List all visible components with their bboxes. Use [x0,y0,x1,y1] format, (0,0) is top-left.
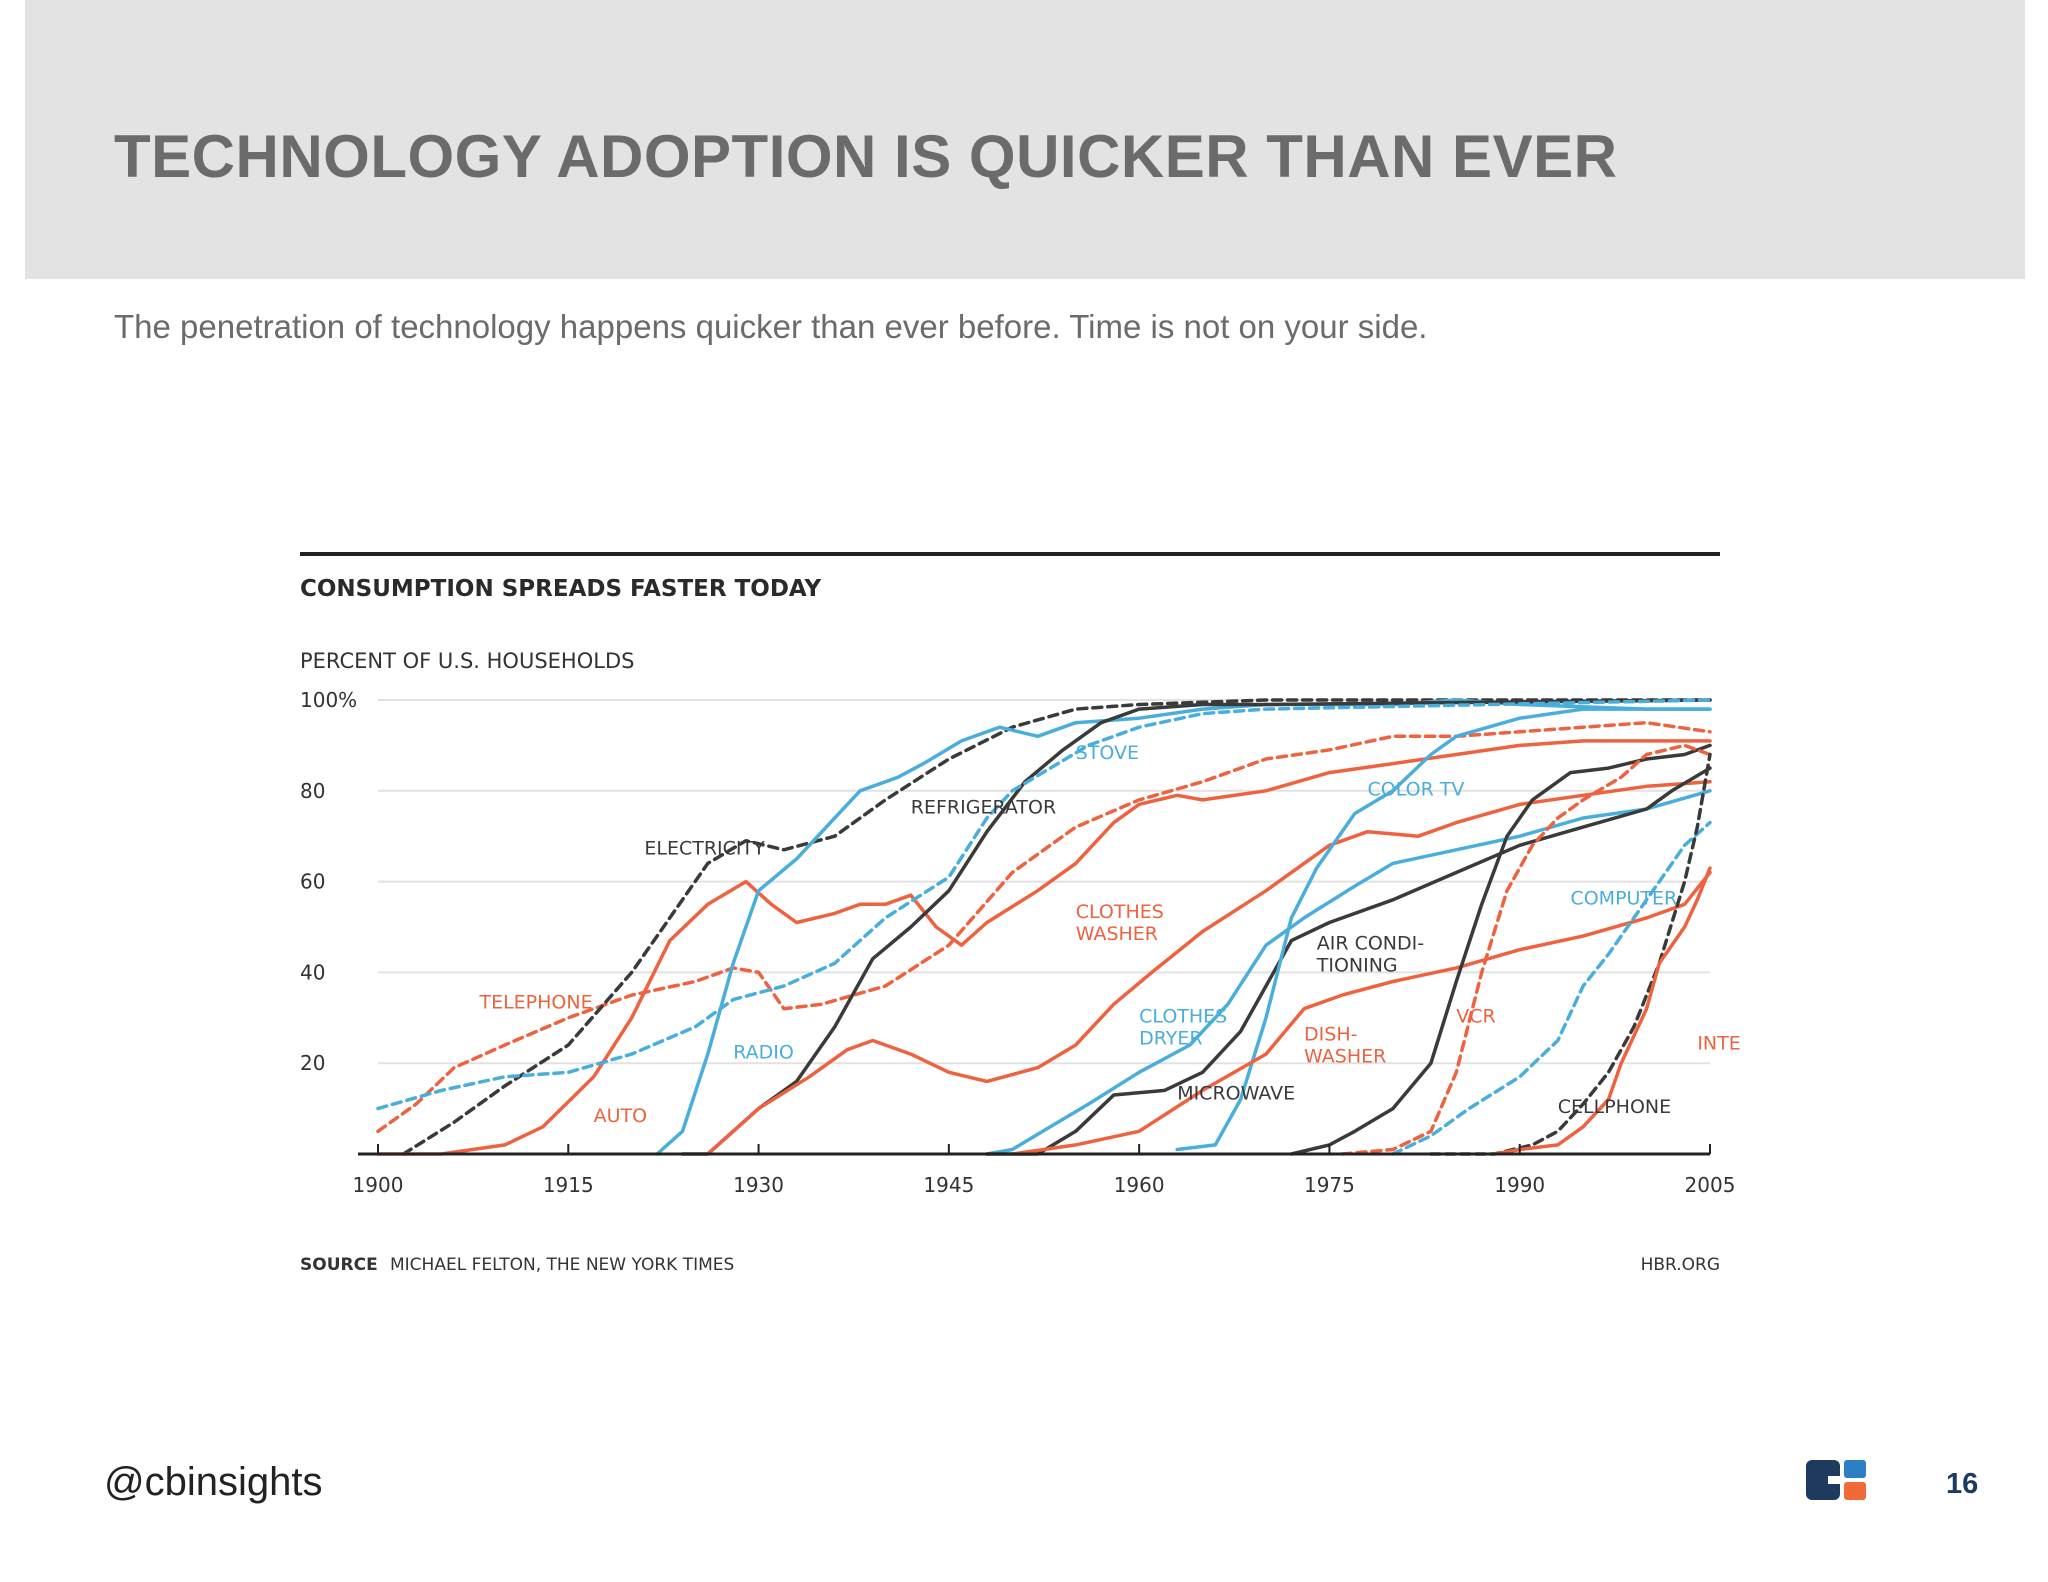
header-band [25,0,2025,279]
series-label-electricity: ELECTRICITY [644,837,765,859]
series-line-vcr [1340,743,1712,1156]
y-tick-label-20: 20 [300,1051,325,1075]
footer-handle: @cbinsights [104,1460,323,1504]
series-label-clothes-washer: CLOTHES WASHER [1076,901,1164,945]
x-tick-label-1915: 1915 [543,1173,594,1197]
series-label-internet: INTERNET [1697,1033,1740,1055]
series-label-auto: AUTO [594,1105,647,1127]
series-line-electricity [401,698,1712,1156]
x-tick-label-1960: 1960 [1114,1173,1165,1197]
cb-insights-logo-icon [1806,1460,1866,1500]
series-label-stove: STOVE [1076,742,1139,764]
page-number: 16 [1946,1468,1979,1500]
series-line-computer [1391,820,1712,1156]
series-line-air-condi-tioning [985,766,1712,1156]
series-label-vcr: VCR [1456,1005,1495,1027]
series-label-layer: TELEPHONE ELECTRICITY AUTO RADIO REFRIGERATO… [478,742,1740,1127]
series-label-clothes-dryer: CLOTHES DRYER [1139,1005,1227,1049]
series-line-internet [1492,866,1712,1156]
logo-bottom-right-block [1844,1482,1866,1500]
series-line-dish-washer [1010,870,1712,1156]
series-layer [376,698,1712,1156]
series-label-computer: COMPUTER [1570,887,1677,909]
adoption-chart-svg: CONSUMPTION SPREADS FASTER TODAY PERCENT… [300,552,1740,1275]
series-label-microwave: MICROWAVE [1177,1083,1295,1105]
series-label-telephone: TELEPHONE [478,992,592,1014]
series-line-stove [376,698,1712,1111]
logo-left-block [1806,1460,1840,1500]
x-tick-label-1990: 1990 [1494,1173,1545,1197]
x-tick-label-1945: 1945 [923,1173,974,1197]
slide-title: TECHNOLOGY ADOPTION IS QUICKER THAN EVER [114,123,1618,190]
x-tick-label-1900: 1900 [353,1173,404,1197]
x-tick-label-2005: 2005 [1685,1173,1736,1197]
series-label-dish-washer: DISH-WASHER [1304,1024,1386,1068]
series-line-microwave [1289,743,1712,1156]
series-line-clothes-washer [706,779,1712,1156]
series-label-air-condi-tioning: AIR CONDI-TIONING [1316,933,1424,977]
y-tick-label-60: 60 [300,870,325,894]
logo-notch [1828,1476,1844,1484]
series-label-color-tv: COLOR TV [1367,778,1464,800]
series-label-refrigerator: REFRIGERATOR [911,797,1056,819]
adoption-chart: CONSUMPTION SPREADS FASTER TODAY PERCENT… [280,540,1740,1300]
series-label-radio: RADIO [733,1042,794,1064]
slide-subtitle: The penetration of technology happens qu… [114,308,1428,345]
series-label-cellphone: CELLPHONE [1558,1096,1671,1118]
chart-credit: HBR.ORG [1641,1255,1720,1275]
x-tick-label-1975: 1975 [1304,1173,1355,1197]
x-tick-label-1930: 1930 [733,1173,784,1197]
series-line-auto [376,739,1712,1156]
axis-layer: 20 40 60 80 100% 1900 1915 1930 1945 1960 1975 1990… [300,688,1735,1197]
chart-title: CONSUMPTION SPREADS FASTER TODAY [300,576,822,602]
y-tick-label-40: 40 [300,960,325,984]
y-tick-label-100: 100% [300,688,357,712]
series-line-cellphone [1429,752,1712,1156]
series-line-color-tv [1175,707,1712,1152]
source-text: MICHAEL FELTON, THE NEW YORK TIMES [390,1255,734,1275]
chart-ylabel: PERCENT OF U.S. HOUSEHOLDS [300,649,634,673]
y-tick-label-80: 80 [300,779,325,803]
source-label: SOURCE [300,1255,378,1275]
logo-top-right-block [1844,1460,1866,1478]
